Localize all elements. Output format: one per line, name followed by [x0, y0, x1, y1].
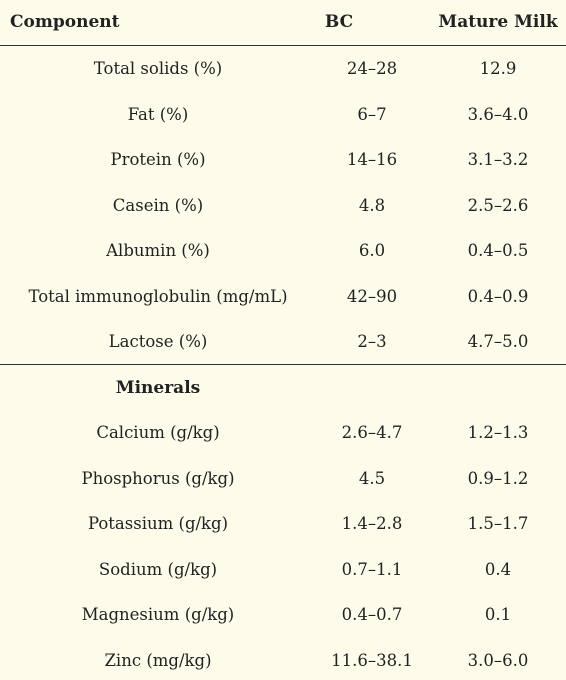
table-cell: 6–7	[357, 104, 387, 124]
table-cell: 2.5–2.6	[467, 195, 529, 215]
table-cell: Sodium (g/kg)	[98, 559, 218, 579]
section-title: Minerals	[115, 377, 201, 398]
table-cell: Zinc (mg/kg)	[104, 650, 212, 670]
header-cell: BC	[324, 12, 354, 32]
table-cell: 0.9–1.2	[467, 468, 529, 488]
table-cell: Lactose (%)	[108, 332, 208, 351]
table-cell: 3.6–4.0	[467, 104, 529, 124]
table-cell: 24–28	[346, 59, 398, 78]
table-cell: 11.6–38.1	[331, 650, 413, 670]
table-cell: 4.7–5.0	[467, 332, 529, 351]
table-cell: 0.4	[484, 559, 512, 579]
table-cell: 2.6–4.7	[341, 423, 403, 442]
table-cell: 2–3	[357, 332, 387, 351]
table-cell: Magnesium (g/kg)	[81, 605, 235, 624]
table-cell: Protein (%)	[110, 150, 206, 169]
table-cell: Total immunoglobulin (mg/mL)	[28, 286, 288, 306]
table-cell: Albumin (%)	[106, 241, 210, 260]
table-cell: Total solids (%)	[93, 59, 223, 78]
table-cell: 1.4–2.8	[341, 514, 403, 533]
table-cell: 0.1	[484, 605, 512, 624]
table-cell: 1.2–1.3	[467, 423, 529, 442]
table-cell: 3.1–3.2	[467, 150, 529, 169]
table-cell: Calcium (g/kg)	[96, 423, 220, 442]
table-cell: 14–16	[346, 150, 398, 169]
header-rule	[0, 45, 566, 46]
table-cell: 3.0–6.0	[467, 650, 529, 670]
table-cell: Phosphorus (g/kg)	[81, 468, 235, 488]
table-cell: 0.4–0.9	[467, 286, 529, 306]
table-cell: 4.8	[358, 195, 386, 215]
table-cell: Fat (%)	[127, 104, 189, 124]
table-cell: Casein (%)	[112, 195, 204, 215]
header-cell: Mature Milk	[438, 12, 558, 32]
table-cell: 42–90	[346, 286, 398, 306]
table-cell: 0.4–0.7	[341, 605, 403, 624]
table-cell: 4.5	[358, 468, 386, 488]
table-cell: Potassium (g/kg)	[87, 514, 229, 533]
header-cell: Component	[10, 12, 120, 32]
table-cell: 1.5–1.7	[467, 514, 529, 533]
section-rule	[0, 364, 566, 365]
table-cell: 12.9	[479, 59, 517, 78]
table-cell: 0.4–0.5	[467, 241, 529, 260]
table-cell: 6.0	[358, 241, 386, 260]
table-cell: 0.7–1.1	[341, 559, 403, 579]
